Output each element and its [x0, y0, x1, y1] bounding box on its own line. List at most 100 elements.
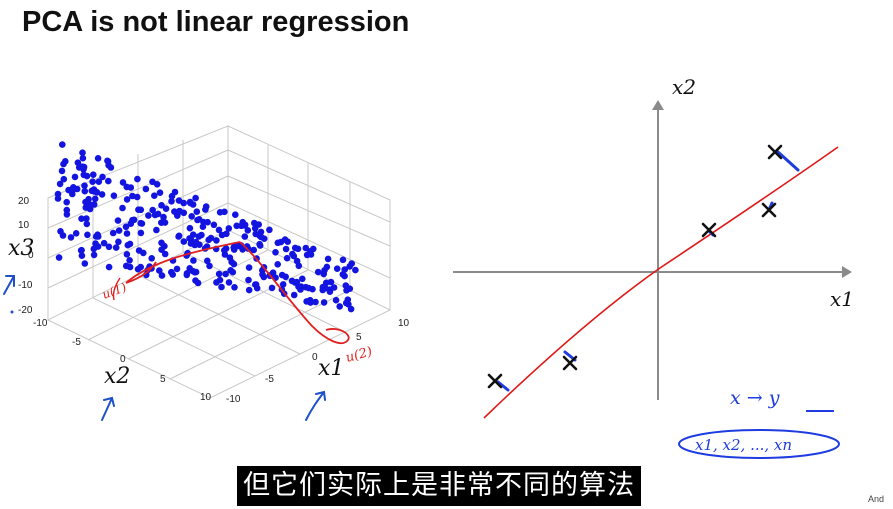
scatter-point	[77, 247, 85, 254]
scatter-point	[137, 206, 145, 214]
scatter-point	[187, 240, 195, 247]
scatter-point	[259, 271, 266, 278]
scatter-point	[190, 257, 197, 264]
scatter-point	[345, 301, 352, 308]
scatter-point	[81, 182, 88, 189]
scatter-point	[123, 196, 131, 203]
scatter-point	[245, 264, 253, 271]
scatter-point	[90, 186, 98, 193]
scatter-point	[83, 220, 91, 228]
x1-tick: 0	[312, 352, 318, 363]
scatter-point	[218, 283, 225, 291]
scatter-point	[238, 222, 245, 230]
x-marker-icon	[562, 355, 578, 371]
scatter-point	[54, 190, 62, 198]
plot-3d-grid	[47, 125, 391, 399]
scatter-point	[58, 167, 66, 175]
scatter-point	[188, 213, 195, 220]
x2-ticks: -10 -5 0 5 10	[33, 318, 212, 403]
scatter-point	[148, 254, 155, 262]
scatter-point	[122, 262, 130, 270]
scatter-point	[59, 141, 66, 148]
scatter-point	[266, 226, 273, 234]
scatter-point	[222, 270, 229, 278]
scatter-point	[279, 281, 287, 288]
scatter-point	[194, 216, 201, 224]
scatter-point	[82, 204, 90, 211]
scatter-point	[206, 262, 213, 270]
u2-curve	[239, 241, 350, 345]
scatter-point	[194, 279, 202, 287]
scatter-point	[91, 195, 99, 203]
scatter-point	[60, 160, 67, 168]
x1-ticks: -10 -5 0 5 10	[226, 318, 410, 405]
scatter-point	[192, 194, 199, 202]
x-marker-icon	[701, 222, 717, 238]
plot2d-x1-axis-label: x1	[830, 287, 854, 311]
projection-line	[483, 146, 839, 419]
scatter-point	[60, 175, 68, 183]
scatter-point	[239, 246, 246, 253]
scatter-point	[223, 230, 230, 238]
scatter-point	[94, 155, 102, 162]
x1-tick: -5	[265, 374, 274, 385]
scatter-point	[195, 233, 203, 240]
scatter-point	[63, 206, 71, 214]
scatter-point	[174, 211, 181, 218]
scatter-point	[210, 221, 218, 229]
scatter-point	[119, 179, 127, 186]
scatter-point	[79, 149, 86, 156]
scatter-point	[79, 154, 87, 162]
scatter-point	[115, 238, 122, 246]
scatter-point	[100, 239, 108, 247]
scatter-point	[105, 263, 113, 271]
video-subtitle: 但它们实际上是非常不同的算法	[237, 466, 641, 506]
scatter-point	[90, 171, 97, 178]
scatter-point	[189, 231, 197, 238]
x-marker-icon	[761, 202, 777, 218]
scatter-point	[312, 298, 319, 306]
x2-tick: -10	[33, 318, 48, 329]
scatter-point	[173, 265, 181, 273]
scatter-point	[161, 219, 169, 226]
scatter-point	[320, 299, 328, 306]
scatter-point	[98, 191, 106, 198]
data-points-2d	[487, 144, 783, 389]
scatter-point	[283, 254, 291, 262]
scatter-point	[204, 257, 211, 265]
z-ticks: 20 10 0 -10 -20	[18, 196, 34, 316]
scatter-point	[327, 278, 335, 286]
scatter-point	[284, 238, 292, 245]
scatter-point	[294, 245, 302, 253]
scatter-point	[352, 266, 359, 274]
scatter-point	[290, 252, 298, 260]
scatter-point	[126, 257, 133, 264]
scatter-point	[156, 189, 164, 196]
scatter-point	[274, 239, 282, 247]
slide-title: PCA is not linear regression	[22, 6, 410, 38]
scatter-point	[105, 177, 112, 185]
arrow-icon	[101, 396, 115, 421]
scatter-point	[110, 192, 118, 199]
scatter-point	[137, 219, 144, 227]
scatter-point	[199, 223, 207, 230]
scatter-point	[272, 249, 279, 256]
scatter-point	[333, 265, 341, 273]
u1-curve	[125, 241, 241, 284]
plot2d-x2-axis-label: x2	[672, 75, 696, 99]
scatter-point	[231, 284, 238, 291]
scatter-point	[59, 232, 67, 239]
x1-tick: 10	[398, 318, 410, 329]
features-ellipse	[678, 429, 840, 459]
scatter-point	[245, 276, 252, 284]
scatter-point	[123, 230, 131, 237]
scatter-point	[180, 238, 188, 245]
scatter-point	[227, 267, 234, 274]
scatter-point	[158, 272, 166, 279]
scatter-point	[324, 255, 332, 263]
scatter-point	[154, 210, 162, 218]
scatter-point	[55, 254, 63, 261]
scatter-point	[123, 251, 131, 258]
scatter-point	[94, 231, 101, 238]
